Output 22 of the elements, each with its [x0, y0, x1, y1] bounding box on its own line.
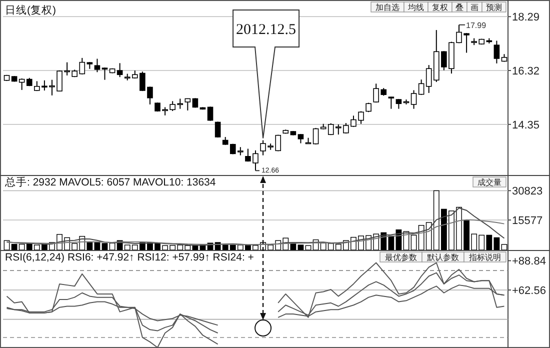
y-tick-label: 30823: [512, 186, 543, 198]
y-tick-label: 15577: [512, 215, 543, 228]
annotation: 均线: [407, 3, 424, 12]
annotation: 预测: [486, 3, 502, 12]
annotation: 2012.12.5: [236, 22, 296, 38]
y-tick-label: +62.56: [512, 285, 546, 298]
annotation: 17.99: [466, 20, 487, 30]
y-tick-label: +88.84: [512, 256, 546, 268]
annotation: 指标说明: [468, 253, 501, 262]
annotation: 画: [470, 3, 478, 12]
annotation: 加自选: [376, 3, 400, 12]
annotation: 复权: [432, 3, 448, 12]
y-tick-label: 16.32: [512, 66, 540, 78]
annotation: 最优参数: [385, 253, 417, 262]
y-tick-label: 18.29: [512, 12, 540, 24]
annotation: 默认参数: [426, 253, 459, 262]
chart-title: 总手: 2932 MAVOL5: 6057 MAVOL10: 13634: [4, 176, 216, 188]
annotation: 叠: [456, 3, 464, 12]
y-tick-label: 14.35: [512, 119, 540, 132]
annotation: 成交量: [478, 178, 502, 187]
chart-title: 日线(复权): [5, 4, 56, 16]
chart-title: RSI(6,12,24) RSI6: +47.92↑ RSI12: +57.99↑ RSI24: +: [5, 252, 254, 264]
